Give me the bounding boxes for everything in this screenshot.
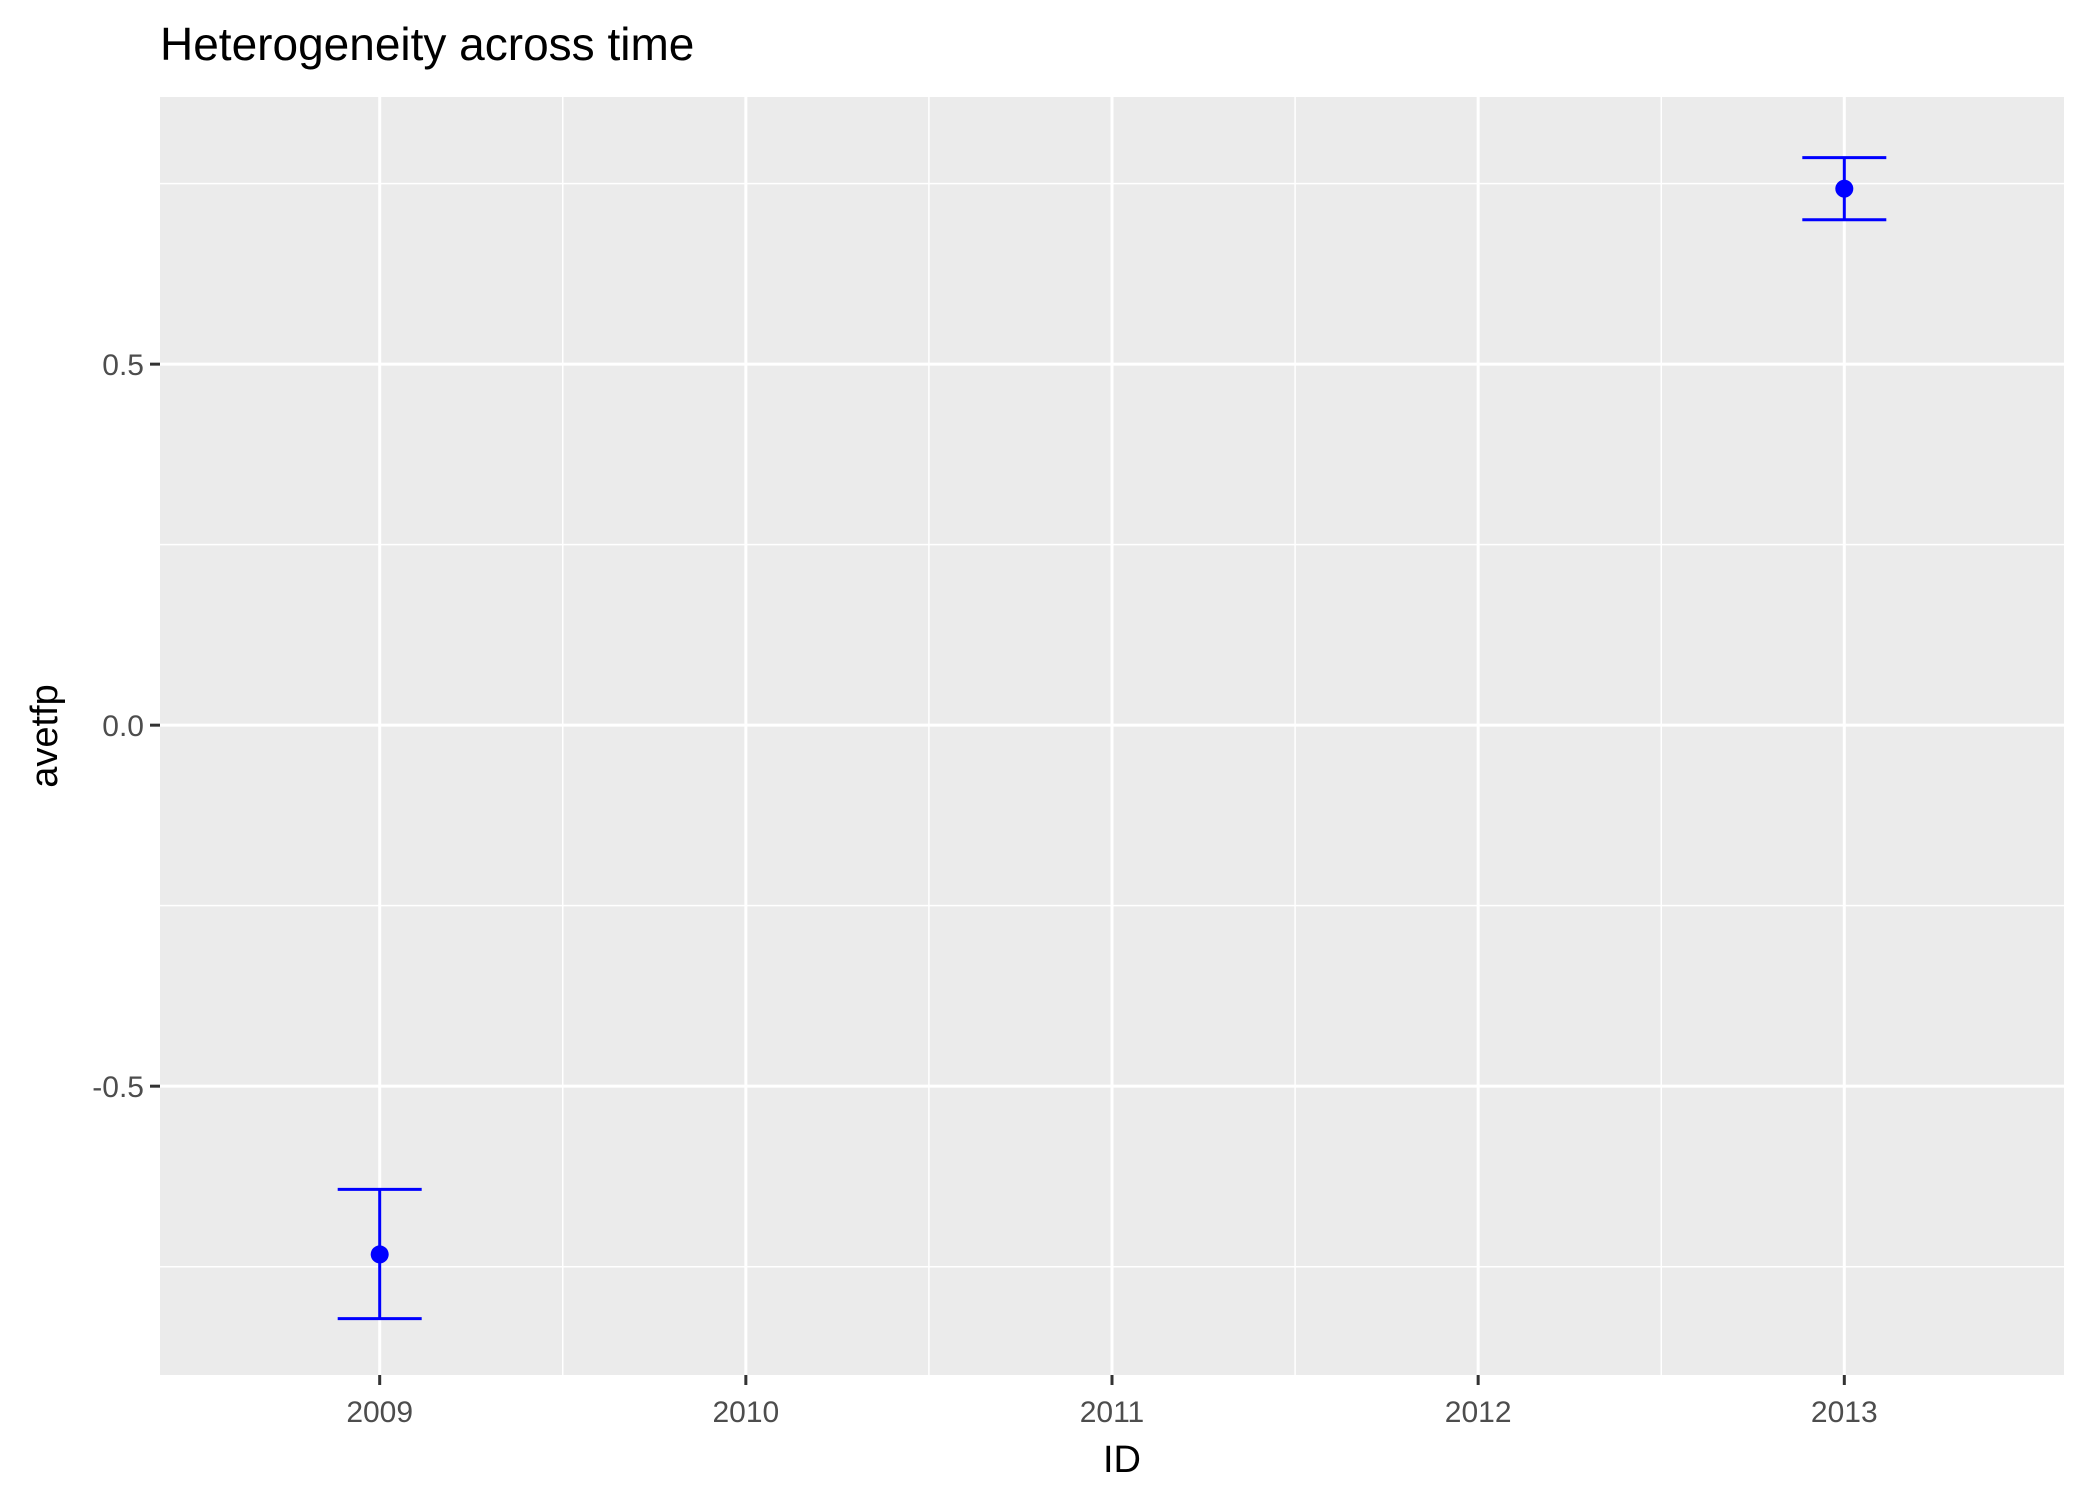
grid-major bbox=[160, 97, 2064, 1375]
chart-title: Heterogeneity across time bbox=[160, 18, 694, 70]
data-marks bbox=[337, 156, 1887, 1321]
x-tick-label: 2011 bbox=[1080, 1396, 1145, 1429]
data-point bbox=[1835, 179, 1854, 198]
y-tick-label: 0.5 bbox=[102, 349, 144, 382]
y-tick-label: 0.0 bbox=[102, 710, 144, 743]
x-tick-label: 2013 bbox=[1811, 1396, 1878, 1429]
x-axis-title: ID bbox=[1103, 1439, 1141, 1481]
x-tick-label: 2012 bbox=[1445, 1396, 1512, 1429]
x-tick-label: 2010 bbox=[712, 1396, 779, 1429]
y-axis: -0.5 0.0 0.5 bbox=[92, 349, 160, 1104]
y-tick-label: -0.5 bbox=[92, 1071, 144, 1104]
data-point-group bbox=[1802, 156, 1887, 222]
x-axis: 2009 2010 2011 2012 2013 bbox=[346, 1375, 1878, 1429]
x-tick-label: 2009 bbox=[346, 1396, 413, 1429]
data-point bbox=[370, 1245, 389, 1264]
data-point-group bbox=[337, 1187, 422, 1321]
y-axis-title: avetfp bbox=[24, 684, 66, 788]
